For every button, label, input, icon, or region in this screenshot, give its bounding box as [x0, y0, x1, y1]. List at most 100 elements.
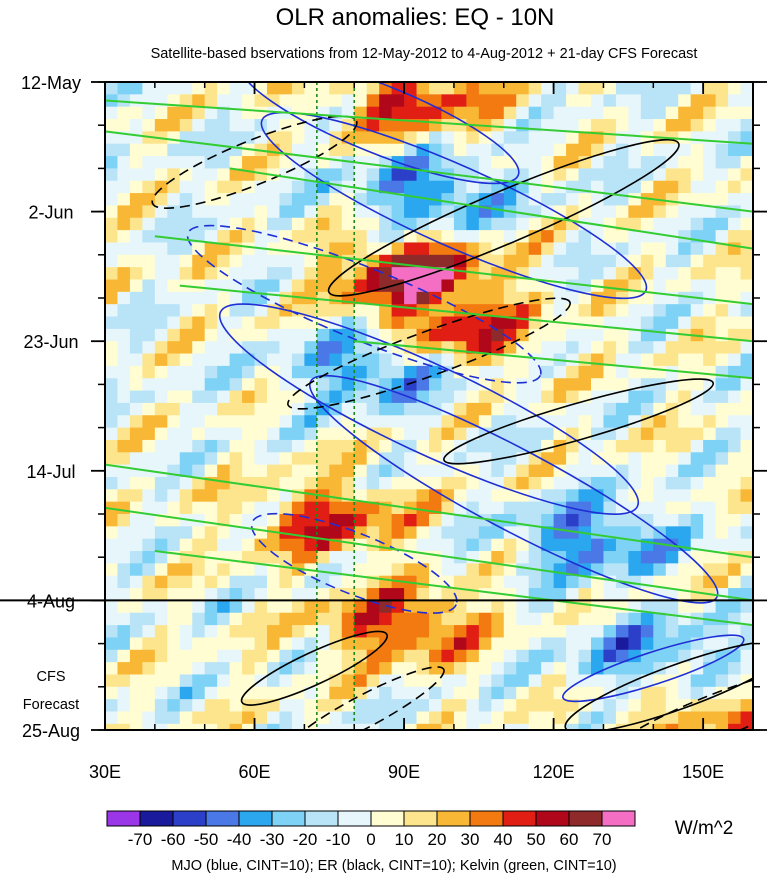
anomaly-cell	[391, 242, 405, 256]
anomaly-cell	[541, 662, 555, 676]
anomaly-cell	[354, 402, 368, 416]
anomaly-cell	[690, 563, 704, 577]
anomaly-cell	[391, 143, 405, 157]
anomaly-cell	[478, 637, 492, 651]
anomaly-cell	[615, 637, 629, 651]
anomaly-cell	[628, 168, 642, 182]
anomaly-cell	[117, 180, 131, 194]
anomaly-cell	[453, 699, 467, 713]
plot-area	[105, 82, 753, 730]
colorbar-swatch	[205, 810, 240, 827]
y-tick-label: 2-Jun	[28, 203, 73, 223]
anomaly-cell	[217, 291, 231, 305]
anomaly-cell	[366, 489, 380, 503]
anomaly-cell	[491, 291, 505, 305]
anomaly-cell	[429, 328, 443, 342]
anomaly-cell	[441, 378, 455, 392]
anomaly-cell	[478, 538, 492, 552]
anomaly-cell	[591, 82, 605, 95]
anomaly-cell	[578, 415, 592, 429]
anomaly-cell	[279, 723, 293, 730]
anomaly-cell	[578, 143, 592, 157]
anomaly-cell	[105, 427, 119, 441]
anomaly-cell	[167, 279, 181, 293]
anomaly-cell	[341, 415, 355, 429]
anomaly-cell	[703, 526, 717, 540]
anomaly-cell	[678, 415, 692, 429]
anomaly-cell	[591, 291, 605, 305]
anomaly-cell	[329, 341, 343, 355]
anomaly-cell	[329, 600, 343, 614]
anomaly-cell	[329, 439, 343, 453]
anomaly-cell	[154, 291, 168, 305]
anomaly-cell	[117, 267, 131, 281]
anomaly-cell	[416, 723, 430, 730]
anomaly-cell	[291, 538, 305, 552]
anomaly-cell	[528, 526, 542, 540]
anomaly-cell	[528, 464, 542, 478]
anomaly-cell	[665, 575, 679, 589]
anomaly-cell	[341, 205, 355, 219]
anomaly-cell	[491, 365, 505, 379]
anomaly-cell	[441, 390, 455, 404]
anomaly-cell	[466, 427, 480, 441]
anomaly-cell	[167, 415, 181, 429]
anomaly-cell	[129, 551, 143, 564]
anomaly-cell	[603, 168, 617, 182]
anomaly-cell	[291, 588, 305, 601]
anomaly-cell	[391, 686, 405, 700]
anomaly-cell	[628, 563, 642, 577]
anomaly-cell	[541, 476, 555, 490]
colorbar-swatch	[568, 810, 603, 827]
anomaly-cell	[541, 649, 555, 663]
anomaly-cell	[204, 328, 218, 342]
anomaly-cell	[329, 625, 343, 639]
anomaly-cell	[179, 563, 193, 577]
anomaly-cell	[553, 267, 567, 281]
anomaly-cell	[690, 205, 704, 219]
anomaly-cell	[690, 143, 704, 157]
anomaly-cell	[366, 156, 380, 169]
anomaly-cell	[354, 365, 368, 379]
anomaly-cell	[366, 674, 380, 688]
anomaly-cell	[105, 686, 119, 700]
mjo-contour	[260, 111, 648, 300]
anomaly-cell	[503, 637, 517, 651]
anomaly-cell	[591, 674, 605, 688]
anomaly-cell	[478, 686, 492, 700]
anomaly-cell	[578, 575, 592, 589]
anomaly-cell	[703, 464, 717, 478]
anomaly-cell	[478, 143, 492, 157]
anomaly-cell	[528, 328, 542, 342]
anomaly-cell	[267, 267, 281, 281]
anomaly-cell	[678, 230, 692, 244]
anomaly-cell	[279, 415, 293, 429]
anomaly-cell	[516, 242, 530, 256]
anomaly-cell	[242, 193, 256, 207]
anomaly-cell	[105, 353, 119, 367]
anomaly-cell	[179, 489, 193, 503]
anomaly-cell	[167, 600, 181, 614]
anomaly-cell	[204, 649, 218, 663]
anomaly-cell	[603, 711, 617, 725]
anomaly-cell	[254, 625, 268, 639]
anomaly-cell	[416, 538, 430, 552]
anomaly-cell	[665, 143, 679, 157]
anomaly-cell	[690, 427, 704, 441]
anomaly-cell	[491, 674, 505, 688]
anomaly-cell	[154, 143, 168, 157]
anomaly-cell	[640, 427, 654, 441]
anomaly-cell	[267, 514, 281, 527]
anomaly-cell	[142, 341, 156, 355]
anomaly-cell	[553, 82, 567, 95]
anomaly-cell	[678, 711, 692, 725]
anomaly-cell	[304, 267, 318, 281]
anomaly-cell	[204, 588, 218, 601]
anomaly-cell	[578, 723, 592, 730]
anomaly-cell	[179, 106, 193, 120]
anomaly-cell	[665, 193, 679, 207]
anomaly-cell	[291, 131, 305, 145]
anomaly-cell	[640, 476, 654, 490]
anomaly-cell	[715, 588, 729, 601]
anomaly-cell	[279, 180, 293, 194]
